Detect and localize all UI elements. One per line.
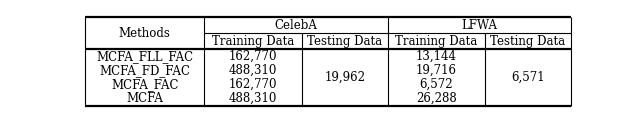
Text: MCFA_FLL_FAC: MCFA_FLL_FAC: [96, 50, 193, 63]
Text: MCFA_FD_FAC: MCFA_FD_FAC: [99, 64, 190, 77]
Text: 13,144: 13,144: [416, 50, 457, 63]
Text: Methods: Methods: [119, 27, 171, 40]
Text: 6,572: 6,572: [419, 78, 453, 91]
Text: CelebA: CelebA: [275, 19, 317, 32]
Text: Training Data: Training Data: [396, 35, 477, 48]
Text: 162,770: 162,770: [228, 50, 277, 63]
Text: 26,288: 26,288: [416, 92, 457, 105]
Text: LFWA: LFWA: [461, 19, 497, 32]
Text: Testing Data: Testing Data: [490, 35, 566, 48]
Text: Training Data: Training Data: [212, 35, 294, 48]
Text: 488,310: 488,310: [229, 92, 277, 105]
Text: MCFA: MCFA: [126, 92, 163, 105]
Text: 488,310: 488,310: [229, 64, 277, 77]
Text: 162,770: 162,770: [228, 78, 277, 91]
Text: Testing Data: Testing Data: [307, 35, 382, 48]
Text: MCFA_FAC: MCFA_FAC: [111, 78, 179, 91]
Text: 19,716: 19,716: [416, 64, 457, 77]
Text: 6,571: 6,571: [511, 71, 545, 84]
Text: 19,962: 19,962: [324, 71, 365, 84]
